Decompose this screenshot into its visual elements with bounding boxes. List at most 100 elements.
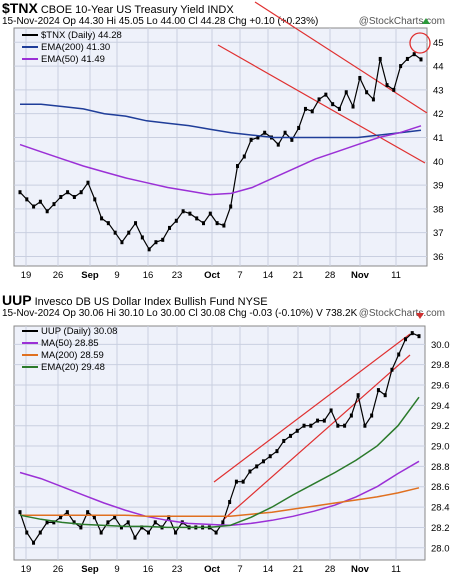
uup-price-point	[417, 334, 421, 339]
uup-price-point	[99, 530, 103, 535]
tnx-price-point	[365, 90, 369, 95]
uup-down-arrow-icon	[416, 313, 424, 319]
tnx-up-arrow-icon	[422, 18, 430, 24]
tnx-price-point	[215, 221, 219, 226]
tnx-x-tick-label: 9	[114, 270, 119, 281]
tnx-x-tick-label: 14	[263, 270, 274, 281]
tnx-price-point	[79, 190, 83, 195]
uup-y-tick-label: 28.0	[431, 543, 450, 554]
uup-y-tick-label: 28.6	[431, 482, 450, 493]
tnx-price-point	[290, 137, 294, 142]
uup-price-point	[79, 525, 83, 530]
tnx-price-point	[351, 104, 355, 109]
tnx-price-point	[52, 202, 56, 207]
uup-y-tick-label: 30.0	[431, 340, 450, 351]
tnx-price-point	[93, 197, 97, 202]
uup-price-point	[86, 510, 90, 515]
uup-y-tick-label: 28.4	[431, 503, 450, 514]
tnx-legend-item-price: $TNX (Daily) 44.28	[22, 30, 122, 42]
tnx-price-point	[59, 194, 63, 199]
tnx-price-point	[188, 211, 192, 216]
uup-price-point	[25, 530, 29, 535]
uup-y-tick-label: 29.2	[431, 421, 450, 432]
uup-price-point	[403, 337, 407, 342]
uup-x-tick-label: 26	[53, 564, 64, 575]
tnx-price-point	[154, 240, 158, 245]
uup-price-point	[248, 469, 252, 474]
tnx-price-point	[222, 223, 226, 228]
uup-price-point	[316, 418, 320, 423]
tnx-price-point	[106, 221, 110, 226]
uup-x-tick-label: 19	[21, 564, 32, 575]
tnx-price-point	[181, 209, 185, 214]
tnx-price-point	[161, 237, 165, 242]
tnx-y-tick-label: 37	[433, 228, 444, 239]
uup-x-tick-label: 9	[114, 564, 119, 575]
tnx-price-point	[405, 56, 409, 61]
uup-x-tick-label: 21	[293, 564, 304, 575]
tnx-x-tick-label: 28	[325, 270, 336, 281]
tnx-price-point	[168, 225, 172, 230]
tnx-y-tick-label: 40	[433, 157, 444, 168]
uup-price-point	[390, 367, 394, 372]
uup-price-point	[52, 520, 56, 525]
uup-watermark: @StockCharts.com	[358, 308, 445, 319]
tnx-ohlc-values: Op 44.30 Hi 45.05 Lo 44.00 Cl 44.28 Chg …	[62, 16, 319, 27]
tnx-trend-channel-line	[217, 44, 426, 164]
tnx-price-point	[25, 197, 29, 202]
uup-series-ma-50-	[19, 460, 420, 527]
uup-exchange: NYSE	[237, 296, 268, 308]
tnx-y-tick-label: 41	[433, 133, 444, 144]
uup-price-point	[309, 423, 313, 428]
tnx-x-tick-label: Sep	[81, 270, 99, 281]
tnx-y-tick-label: 36	[433, 252, 444, 263]
uup-x-tick-label: 16	[143, 564, 154, 575]
tnx-x-tick-label: 23	[172, 270, 183, 281]
uup-price-point	[376, 388, 380, 393]
tnx-price-point	[371, 97, 375, 102]
uup-price-point	[383, 393, 387, 398]
tnx-price-point	[32, 204, 36, 209]
uup-ohlc-values: Op 30.06 Hi 30.10 Lo 30.00 Cl 30.08 Chg …	[62, 308, 314, 319]
uup-legend: UUP (Daily) 30.08 MA(50) 28.85 MA(200) 2…	[22, 326, 117, 374]
tnx-price-point	[378, 56, 382, 61]
tnx-chart-plot: 36 37 38 39 40 41 42 43 44 45 19 26 Sep 9 16 23 Oct 7 14 21…	[13, 1, 444, 281]
tnx-legend-item-ema50: EMA(50) 41.49	[22, 54, 122, 66]
tnx-plot-area	[13, 27, 428, 267]
tnx-watermark: @StockCharts.com	[358, 16, 445, 27]
tnx-price-point	[229, 204, 233, 209]
uup-price-point	[45, 520, 49, 525]
tnx-y-tick-label: 44	[433, 62, 444, 73]
uup-legend-item-ema20: EMA(20) 29.48	[22, 362, 117, 374]
tnx-price-point	[174, 218, 178, 223]
tnx-x-tick-label: 19	[21, 270, 32, 281]
uup-price-point	[119, 525, 123, 530]
uup-price-point	[59, 515, 63, 520]
uup-price-point	[322, 418, 326, 423]
uup-trend-channel-line	[213, 333, 411, 483]
tnx-highlight-circle	[409, 32, 431, 54]
tnx-price-point	[140, 235, 144, 240]
tnx-price-point	[399, 64, 403, 69]
tnx-price-point	[195, 216, 199, 221]
tnx-x-tick-label: 7	[237, 270, 242, 281]
uup-price-point	[174, 530, 178, 535]
uup-x-tick-label: 23	[172, 564, 183, 575]
uup-price-point	[329, 408, 333, 413]
tnx-y-tick-label: 45	[433, 38, 444, 49]
tnx-price-point	[297, 125, 301, 130]
tnx-price-point	[38, 199, 42, 204]
uup-chart-panel: UUP Invesco DB US Dollar Index Bullish F…	[0, 292, 465, 582]
uup-price-point	[295, 428, 299, 433]
uup-price-point	[349, 413, 353, 418]
tnx-y-tick-label: 42	[433, 109, 444, 120]
uup-trend-channel-line	[222, 354, 411, 521]
uup-price-point	[302, 423, 306, 428]
tnx-price-point	[263, 130, 267, 135]
uup-date: 15-Nov-2024	[2, 308, 60, 319]
uup-y-tick-label: 28.2	[431, 523, 450, 534]
tnx-price-point	[86, 180, 90, 185]
uup-y-tick-label: 28.8	[431, 462, 450, 473]
tnx-price-point	[317, 97, 321, 102]
tnx-price-point	[66, 190, 70, 195]
